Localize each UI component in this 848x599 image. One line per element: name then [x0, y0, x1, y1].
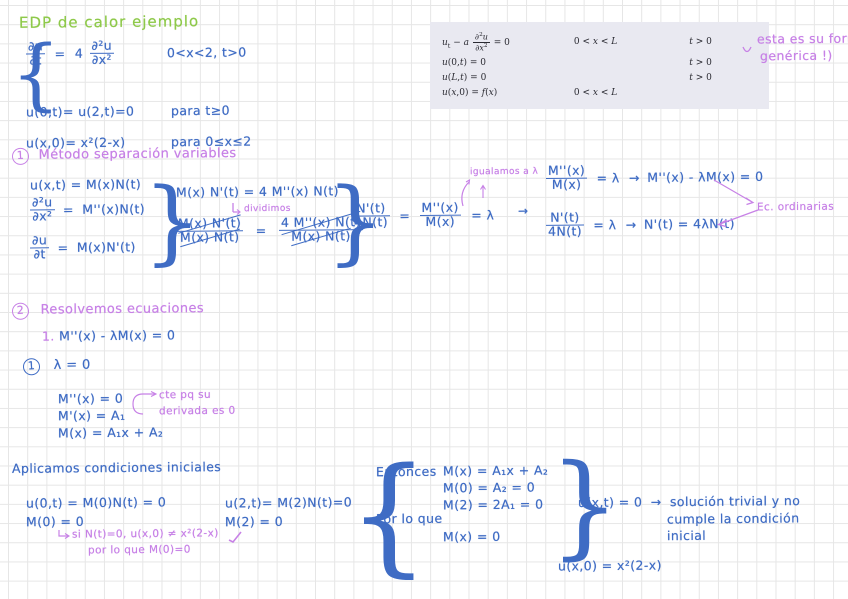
step2-entonces-label: Entonces [375, 463, 437, 480]
box-eq-3: u(L,t) = 0 [442, 73, 487, 84]
step2-solve-note1: cte pq su [158, 388, 212, 402]
cancel-MN: M(x) N(t) [179, 229, 240, 245]
problem-statement: ∂u ∂t = 4 ∂²u ∂x² 0<x<2, t>0 u(0,t)= u(2… [25, 38, 252, 150]
step2-apply-heading: Aplicamos condiciones iniciales [11, 459, 222, 476]
item-1-equation: M''(x) - λM(x) = 0 [59, 327, 176, 344]
step2-conclusion-row: u(x,t) = 0 → solución trivial y no [577, 493, 801, 510]
lambda-note-arrow-icon [461, 178, 486, 207]
box-row: u(L,t) = 0 t > 0 [442, 70, 712, 85]
coefficient-4: 4 [74, 45, 84, 61]
du-dt-fraction: ∂u ∂t [25, 38, 46, 67]
box-eq-4: u(x,0) = f(x) [442, 88, 498, 99]
step2-heading-row: 2 Resolvemos ecuaciones [11, 301, 205, 321]
conclusion-equation: u(x,t) = 0 [577, 494, 643, 510]
equation-domain: 0<x<2, t>0 [166, 44, 247, 61]
equals-sign: = [54, 45, 66, 61]
case-label: λ = 0 [53, 357, 91, 374]
step2-heading: Resolvemos ecuaciones [40, 301, 205, 318]
generic-box-note-line1: esta es su forma [756, 30, 848, 47]
step1-result-N: N'(t) 4N(t) = λ → N'(t) = 4λN(t) [545, 210, 735, 239]
generic-form-box: ut − a ∂2u ∂x2 = 0 0 < x < L t > 0 u(0,t… [430, 22, 769, 109]
box-eq-2: u(0,t) = 0 [442, 57, 487, 68]
left-ratio-fraction: M(x) N'(t) M(x) N(t) [175, 215, 244, 245]
step2-case-row: 1 λ = 0 [22, 357, 91, 376]
pink-hook-arrow-icon [58, 530, 71, 539]
box-time-1: t > 0 [689, 37, 712, 48]
box-row: u(0,t) = 0 t > 0 [442, 55, 712, 70]
d2u-dx2-frac-2: ∂²u ∂x² [29, 194, 55, 223]
step2-pink-note-1: si N(t)=0, u(x,0) ≠ x²(2-x) [71, 527, 219, 541]
box-time-3: t > 0 [689, 73, 712, 84]
boundary-conditions: u(0,t)= u(2,t)=0 para t≥0 [25, 102, 230, 119]
conclusion-arrow: → [650, 494, 662, 510]
step1-substituted-equation: M(x) N'(t) = 4 M''(x) N(t) [175, 183, 339, 200]
step2-solve-note2: derivada es 0 [158, 404, 236, 418]
step2-porloque-label: Por lo que [375, 510, 443, 527]
box-range-1: 0 < x < L [573, 37, 618, 48]
box-row: ut − a ∂2u ∂x2 = 0 0 < x < L t > 0 [442, 29, 712, 55]
step2-res-1: M(x) = A₁x + A₂ [442, 462, 549, 479]
generic-box-note-line2: genérica !) [759, 47, 833, 64]
step1-ode-label: Ec. ordinarias [756, 200, 835, 214]
step2-pink-note-2: por lo que M(0)=0 [87, 543, 191, 557]
step2-bc-right-2: M(2) = 0 [224, 513, 284, 530]
pink-check-icon [228, 531, 242, 544]
step2-results-brace: } [549, 441, 621, 571]
box-row: u(x,0) = f(x) 0 < x < L [442, 86, 712, 101]
step2-solve-l2: M'(x) = A₁ [57, 407, 126, 424]
problem-brace: { [11, 30, 61, 120]
step2-group-brace: { [348, 441, 430, 590]
step2-item-1: 1. 1. M''(x) - λM(x) = 0 M''(x) - λM(x) … [41, 327, 176, 344]
step1-implies-arrow: → [517, 203, 529, 219]
step2-res-4: M(x) = 0 [442, 528, 501, 545]
N-result-fraction: N'(t) 4N(t) [545, 210, 584, 239]
du-dt-frac-2: ∂u ∂t [29, 232, 50, 261]
step2-solve-l1: M''(x) = 0 [57, 390, 124, 407]
step1-divide-note: dividimos [243, 203, 291, 215]
N-ratio-fraction: N'(t) 4N(t) [351, 200, 390, 229]
step2-res-3: M(2) = 2A₁ = 0 [442, 496, 544, 513]
d2u-dx2-fraction: ∂²u ∂x² [89, 38, 115, 67]
step2-res-2: M(0) = A₂ = 0 [442, 479, 536, 496]
partial-fraction: ∂2u ∂x2 [472, 31, 490, 53]
box-time-2: t > 0 [689, 57, 712, 68]
box-range-4: 0 < x < L [573, 88, 618, 99]
heat-equation: ∂u ∂t = 4 ∂²u ∂x² 0<x<2, t>0 [25, 38, 247, 68]
step2-number: 2 [11, 302, 30, 321]
constant-note-arrow-icon [132, 391, 158, 415]
M-result-fraction: M''(x) M(x) [545, 163, 588, 192]
item-1-number: 1. [41, 328, 55, 344]
step2-bc-left-1: u(0,t) = M(0)N(t) = 0 [25, 494, 167, 511]
bc-range: para t≥0 [170, 102, 230, 118]
step1-ut-expansion: ∂u ∂t = M(x)N'(t) [29, 232, 136, 262]
ode-label-arrows-icon [713, 179, 759, 228]
page-title: EDP de calor ejemplo [18, 12, 200, 32]
step2-final-ic: u(x,0) = x²(2-x) [557, 557, 662, 574]
bc-equation: u(0,t)= u(2,t)=0 [25, 103, 135, 119]
step2-conclusion-line2: cumple la condición [666, 510, 800, 527]
conclusion-text-1: solución trivial y no [669, 493, 801, 510]
step2-bc-right-1: u(2,t)= M(2)N(t)=0 [224, 494, 353, 511]
step1-mid-brace: } [326, 168, 385, 275]
box-eq-1: ut − a ∂2u ∂x2 = 0 [442, 31, 510, 53]
step1-heading-row: 1 Método separación variables [11, 146, 237, 166]
step1-heading: Método separación variables [38, 146, 237, 163]
note-tick-icon [742, 46, 752, 53]
step2-solve-l3: M(x) = A₁x + A₂ [57, 424, 164, 441]
step1-separation-ansatz: u(x,t) = M(x)N(t) [29, 176, 142, 193]
divide-arrow-icon [232, 203, 241, 215]
step2-conclusion-line3: inicial [666, 527, 707, 544]
step2-bc-left-2: M(0) = 0 [25, 513, 85, 530]
step1-uxx-expansion: ∂²u ∂x² = M''(x)N(t) [29, 194, 146, 224]
case-number: 1 [22, 357, 41, 376]
step1-number: 1 [11, 147, 30, 166]
